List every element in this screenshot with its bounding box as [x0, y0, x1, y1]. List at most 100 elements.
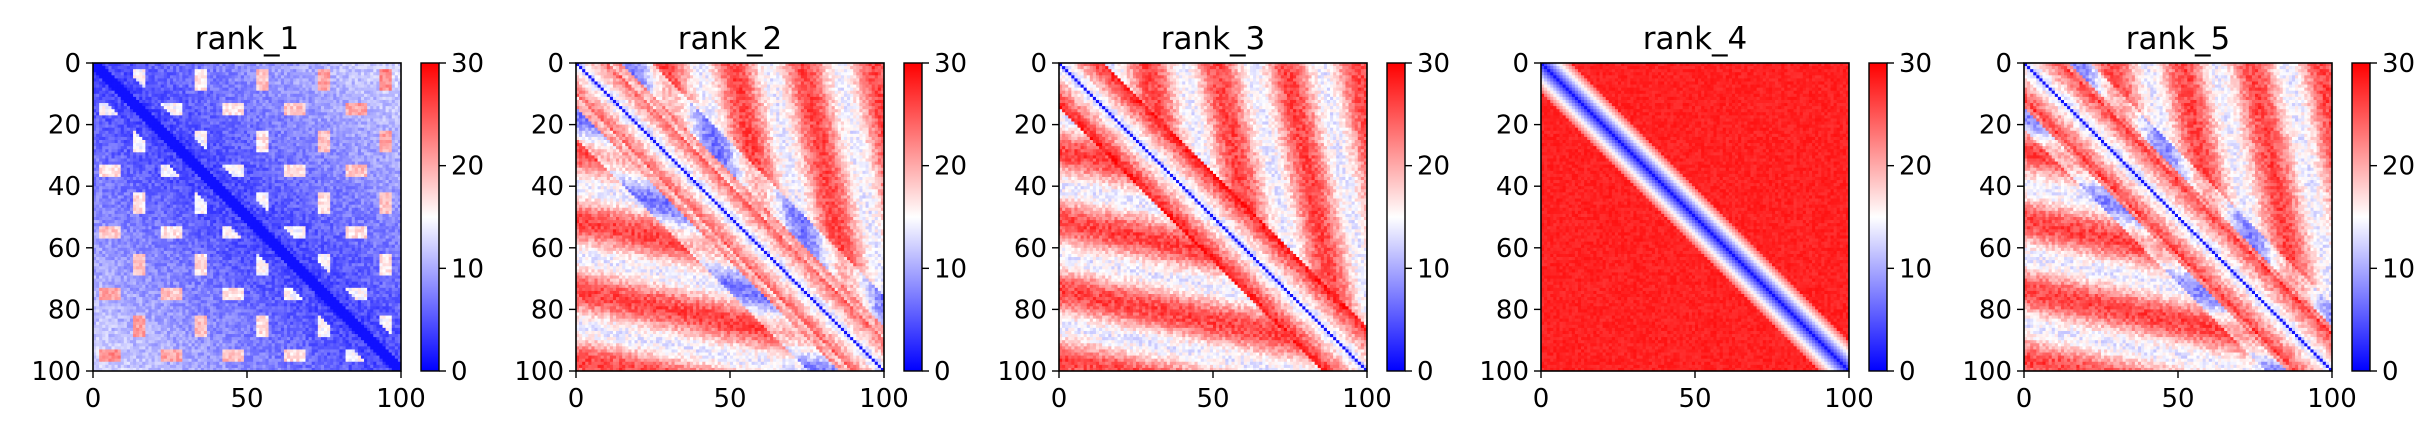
heatmap-cell [191, 103, 196, 107]
heatmap-cell [287, 183, 291, 187]
heatmap-cell [185, 112, 189, 116]
heatmap-cell [293, 207, 297, 212]
heatmap-cell [394, 109, 399, 113]
heatmap-cell [136, 146, 140, 150]
heatmap-cell [330, 192, 334, 196]
heatmap-cell [397, 106, 402, 110]
heatmap-cell [299, 192, 303, 196]
heatmap-cell [308, 136, 313, 141]
heatmap-cell [96, 192, 100, 196]
heatmap-cell [370, 201, 374, 206]
heatmap-cell [170, 90, 174, 95]
heatmap-cell [243, 99, 248, 104]
heatmap-cell [160, 93, 165, 98]
heatmap-cell [277, 186, 282, 190]
heatmap-cell [259, 170, 263, 175]
heatmap-cell [250, 176, 254, 181]
heatmap-cell [296, 78, 300, 82]
heatmap-cell [154, 167, 159, 172]
heatmap-cell [268, 213, 273, 218]
heatmap-cell [394, 127, 399, 132]
heatmap-cell [170, 213, 174, 218]
heatmap-cell [293, 69, 297, 73]
heatmap-cell [206, 90, 211, 95]
heatmap-cell [154, 96, 159, 101]
heatmap-cell [200, 127, 205, 132]
heatmap-cell [111, 63, 115, 67]
heatmap-cell [333, 136, 337, 141]
heatmap-cell [259, 72, 263, 76]
heatmap-cell [296, 170, 300, 175]
heatmap-cell [136, 99, 140, 104]
heatmap-cell [197, 155, 202, 159]
heatmap-cell [222, 170, 226, 175]
heatmap-cell [283, 210, 288, 215]
heatmap-cell [302, 84, 306, 89]
heatmap-cell [166, 90, 171, 95]
heatmap-cell [385, 136, 390, 141]
heatmap-cell [357, 106, 362, 110]
heatmap-cell [117, 146, 122, 150]
heatmap-cell [163, 170, 168, 175]
heatmap-cell [191, 133, 196, 138]
heatmap-cell [373, 149, 377, 153]
heatmap-cell [293, 118, 297, 122]
heatmap-cell [357, 109, 362, 113]
heatmap-cell [348, 112, 353, 116]
heatmap-cell [247, 109, 251, 113]
heatmap-cell [126, 78, 131, 82]
heatmap-cell [142, 109, 146, 113]
heatmap-cell [213, 170, 217, 175]
heatmap-cell [290, 201, 294, 206]
heatmap-cell [139, 210, 143, 215]
heatmap-cell [222, 109, 226, 113]
heatmap-cell [354, 180, 359, 184]
heatmap-cell [117, 81, 122, 85]
heatmap-cell [330, 167, 334, 172]
heatmap-cell [111, 198, 115, 202]
heatmap-cell [111, 213, 115, 218]
heatmap-cell [357, 130, 362, 135]
heatmap-cell [133, 152, 137, 156]
heatmap-cell [136, 118, 140, 122]
heatmap-cell [370, 106, 374, 110]
heatmap-cell [96, 167, 100, 172]
heatmap-cell [219, 133, 223, 138]
heatmap-cell [237, 127, 242, 132]
heatmap-cell [314, 143, 319, 147]
heatmap-cell [339, 173, 343, 178]
heatmap-cell [339, 130, 343, 135]
heatmap-cell [283, 72, 288, 76]
heatmap-cell [320, 152, 325, 156]
heatmap-cell [283, 183, 288, 187]
heatmap-cell [203, 66, 208, 70]
heatmap-cell [287, 63, 291, 67]
heatmap-cell [188, 75, 192, 79]
heatmap-cell [277, 93, 282, 98]
heatmap-cell [299, 149, 303, 153]
heatmap-cell [191, 69, 196, 73]
heatmap-cell [145, 75, 149, 79]
heatmap-cell [142, 90, 146, 95]
heatmap-cell [114, 183, 119, 187]
heatmap-cell [320, 109, 325, 113]
heatmap-cell [382, 161, 386, 166]
heatmap-cell [102, 146, 106, 150]
heatmap-cell [166, 121, 171, 125]
heatmap-cell [385, 81, 390, 85]
heatmap-cell [274, 176, 279, 181]
heatmap-cell [317, 210, 322, 215]
heatmap-cell [342, 99, 346, 104]
heatmap-cell [370, 84, 374, 89]
heatmap-cell [271, 146, 276, 150]
heatmap-cell [317, 106, 322, 110]
heatmap-cell [391, 192, 396, 196]
heatmap-cell [225, 121, 229, 125]
heatmap-cell [388, 121, 393, 125]
heatmap-cell [397, 195, 402, 199]
heatmap-cell [148, 180, 152, 184]
heatmap-cell [385, 183, 390, 187]
heatmap-cell [317, 186, 322, 190]
heatmap-cell [367, 152, 371, 156]
heatmap-cell [354, 133, 359, 138]
